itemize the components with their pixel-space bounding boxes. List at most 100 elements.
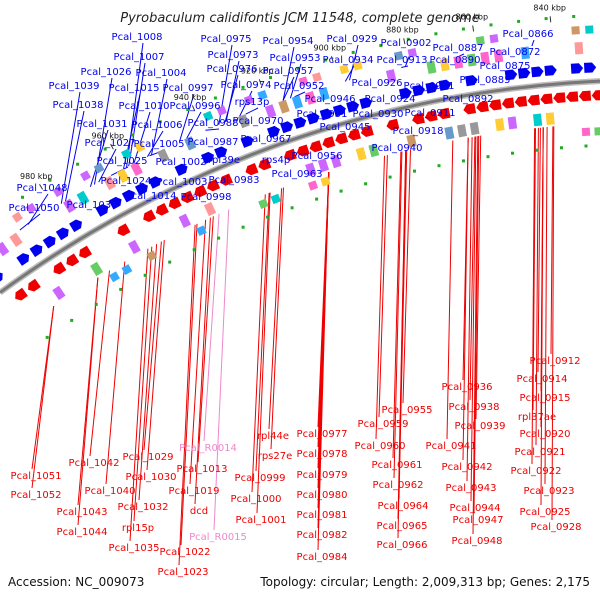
track-marker: [388, 175, 392, 179]
gene-feature-block: [264, 104, 277, 119]
forward-gene-label: Pcal_1005: [134, 139, 185, 150]
reverse-gene-arrow: [527, 94, 541, 106]
forward-gene-label: Pcal_0983: [209, 175, 260, 186]
leader-line: [197, 216, 214, 463]
track-marker: [364, 182, 368, 186]
leader-line: [550, 126, 554, 355]
reverse-gene-label: Pcal_1013: [177, 464, 228, 475]
forward-gene-arrow: [55, 227, 69, 241]
gene-feature-block: [318, 86, 330, 101]
kbp-tick: [331, 56, 334, 63]
forward-gene-label: Pcal_1039: [49, 81, 100, 92]
forward-gene-label: Pcal_0976: [207, 64, 258, 75]
reverse-gene-label: Pcal_1019: [169, 486, 220, 497]
reverse-gene-label: rpl44e: [257, 431, 289, 442]
forward-gene-label: Pcal_0918: [393, 126, 444, 137]
leader-line: [98, 148, 117, 183]
reverse-gene-label: Pcal_0964: [378, 501, 429, 512]
gene-feature-block: [178, 213, 192, 228]
reverse-gene-arrow: [143, 209, 157, 223]
track-marker: [351, 50, 355, 54]
gene-feature-block: [426, 60, 437, 74]
gene-feature-block: [507, 116, 518, 130]
track-marker: [324, 58, 328, 62]
reverse-gene-label: Pcal_0925: [520, 507, 571, 518]
track-marker: [266, 215, 270, 219]
reverse-gene-label: Pcal_1000: [231, 494, 282, 505]
kbp-tick-label: 860 kbp: [455, 13, 488, 22]
forward-gene-label: Pcal_0996: [170, 101, 221, 112]
forward-gene-arrow: [95, 204, 109, 217]
gene-feature-block: [103, 175, 117, 191]
leader-line: [251, 194, 266, 493]
forward-gene-arrow: [240, 135, 254, 148]
reverse-gene-label: Pcal_1030: [126, 472, 177, 483]
forward-gene-label: Pcal_0997: [163, 83, 214, 94]
leader-line: [268, 188, 283, 430]
track-marker: [76, 162, 80, 166]
forward-gene-label: Pcal_0885: [460, 75, 511, 86]
forward-gene-arrow: [266, 125, 280, 139]
kbp-tick: [191, 105, 196, 112]
forward-gene-label: Pcal_0954: [263, 36, 314, 47]
track-marker: [103, 147, 107, 151]
reverse-gene-arrow: [245, 163, 259, 176]
gene-feature-block: [11, 211, 23, 223]
forward-gene-label: Pcal_1031: [77, 119, 128, 130]
kbp-tick-label: 840 kbp: [533, 3, 566, 12]
leader-line: [133, 246, 153, 522]
track-marker: [511, 151, 514, 155]
forward-gene-arrow: [504, 69, 518, 81]
leader-line: [462, 137, 469, 461]
leader-line: [466, 137, 473, 482]
leader-line: [180, 223, 198, 546]
forward-gene-arrow: [293, 116, 307, 129]
reverse-gene-arrow: [489, 99, 502, 111]
reverse-gene-label: Pcal_1043: [57, 507, 108, 518]
track-marker: [434, 32, 438, 36]
gene-feature-block: [146, 250, 158, 262]
forward-gene-arrow: [174, 163, 188, 177]
reverse-gene-arrow: [155, 203, 169, 216]
gene-feature-block: [298, 76, 309, 87]
gene-feature-block: [196, 225, 207, 237]
gene-feature-block: [317, 158, 330, 173]
gene-feature-block: [532, 113, 543, 127]
forward-gene-label: Pcal_0987: [188, 137, 239, 148]
genome-summary-text: Topology: circular; Length: 2,009,313 bp…: [259, 575, 590, 589]
accession-text: Accession: NC_009073: [8, 575, 144, 589]
reverse-gene-label: Pcal_0962: [373, 480, 424, 491]
gene-feature-block: [109, 271, 120, 283]
forward-gene-label: Pcal_0901: [404, 81, 455, 92]
track-marker: [486, 155, 490, 159]
gene-feature-block: [121, 148, 132, 160]
leader-line: [378, 155, 388, 418]
reverse-gene-label: Pcal_R0014: [179, 443, 237, 454]
reverse-gene-label: Pcal_0938: [449, 402, 500, 413]
track-marker: [296, 66, 300, 70]
forward-gene-label: Pcal_0963: [272, 169, 323, 180]
reverse-gene-arrow: [501, 97, 515, 109]
gene-feature-block: [116, 168, 130, 183]
reverse-gene-arrow: [309, 140, 323, 153]
gene-feature-block: [270, 193, 281, 205]
forward-gene-arrow: [570, 63, 584, 74]
gene-feature-block: [291, 95, 304, 110]
leader-line: [270, 187, 284, 450]
label-leader-lines: [19, 39, 555, 566]
forward-gene-label: rps4p: [262, 155, 290, 166]
forward-gene-label: Pcal_0929: [327, 34, 378, 45]
forward-gene-label: Pcal_1027: [85, 138, 136, 149]
gene-feature-block: [368, 143, 380, 158]
track-marker: [437, 164, 441, 168]
reverse-gene-arrow: [463, 103, 477, 115]
gene-feature-block: [93, 162, 105, 174]
forward-gene-label: rps13p: [235, 97, 270, 108]
reverse-gene-label: Pcal_0982: [297, 530, 348, 541]
kbp-tick: [110, 143, 114, 150]
reverse-gene-arrow: [79, 245, 93, 259]
forward-gene-label: Pcal_0967: [241, 134, 292, 145]
gene-feature-block: [0, 241, 10, 257]
reverse-gene-label: Pcal_0921: [515, 447, 566, 458]
reverse-gene-arrow: [322, 136, 336, 149]
